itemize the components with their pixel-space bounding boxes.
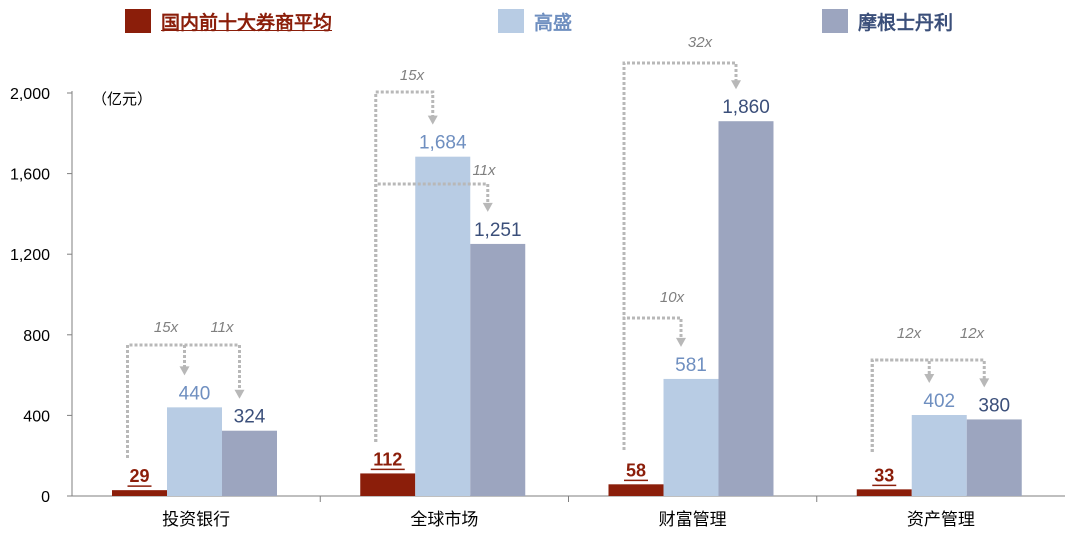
multiple-label: 11x bbox=[472, 162, 496, 179]
data-label: 29 bbox=[129, 466, 149, 486]
y-tick-label: 800 bbox=[23, 328, 50, 345]
multiple-arrowhead bbox=[179, 366, 190, 376]
data-label: 58 bbox=[626, 460, 646, 480]
bar bbox=[222, 430, 277, 496]
multiple-label: 15x bbox=[400, 67, 425, 84]
x-tick-label: 全球市场 bbox=[410, 510, 478, 530]
legend-label-domestic-top10: 国内前十大券商平均 bbox=[161, 11, 333, 34]
unit-label: （亿元） bbox=[92, 90, 152, 108]
bar bbox=[608, 484, 664, 496]
legend-item-goldman: 高盛 bbox=[498, 6, 572, 36]
legend-swatch-domestic-top10 bbox=[125, 9, 151, 33]
bar bbox=[966, 419, 1022, 496]
y-tick-label: 1,200 bbox=[10, 247, 50, 264]
bar bbox=[911, 414, 967, 496]
bar bbox=[718, 121, 774, 497]
data-label: 33 bbox=[874, 465, 894, 485]
bar bbox=[856, 489, 912, 496]
multiple-arrowhead bbox=[676, 337, 686, 347]
multiple-connector bbox=[870, 358, 986, 452]
legend-label-goldman: 高盛 bbox=[534, 11, 573, 34]
multiple-connector bbox=[126, 343, 241, 458]
bar bbox=[663, 378, 719, 496]
data-label: 1,860 bbox=[722, 97, 770, 118]
data-label: 380 bbox=[978, 395, 1010, 416]
x-tick-label: 财富管理 bbox=[659, 510, 727, 530]
multiple-label: 11x bbox=[210, 319, 234, 336]
data-label: 112 bbox=[373, 449, 402, 469]
legend-item-morgan-stanley: 摩根士丹利 bbox=[822, 6, 953, 36]
data-label: 402 bbox=[923, 391, 955, 412]
y-tick-label: 2,000 bbox=[10, 86, 50, 103]
multiple-arrowhead bbox=[924, 373, 935, 383]
legend-item-domestic-top10: 国内前十大券商平均 bbox=[125, 6, 332, 36]
multiple-label: 32x bbox=[688, 34, 713, 51]
legend-label-morgan-stanley: 摩根士丹利 bbox=[858, 11, 954, 34]
data-label: 324 bbox=[234, 407, 266, 428]
x-tick-label: 投资银行 bbox=[162, 510, 230, 530]
legend-swatch-morgan-stanley bbox=[822, 9, 848, 33]
multiple-arrowhead bbox=[979, 378, 990, 388]
multiple-label: 10x bbox=[660, 289, 685, 306]
multiple-label: 15x bbox=[154, 319, 179, 336]
bar bbox=[415, 156, 471, 496]
bar bbox=[112, 490, 167, 496]
multiple-arrowhead bbox=[731, 80, 741, 90]
legend: 国内前十大券商平均 高盛 摩根士丹利 bbox=[0, 6, 1080, 36]
x-tick-label: 资产管理 bbox=[907, 510, 975, 530]
multiple-label: 12x bbox=[897, 325, 922, 342]
multiple-arrowhead bbox=[482, 202, 493, 212]
data-label: 1,684 bbox=[419, 133, 467, 154]
legend-swatch-goldman bbox=[498, 9, 524, 33]
bar bbox=[470, 243, 526, 496]
bar bbox=[167, 407, 222, 496]
multiple-connector bbox=[622, 61, 738, 450]
multiple-label: 12x bbox=[960, 325, 985, 342]
data-label: 581 bbox=[675, 355, 707, 376]
bar bbox=[360, 473, 416, 496]
data-label: 1,251 bbox=[474, 220, 522, 241]
data-label: 440 bbox=[179, 383, 211, 404]
y-tick-label: 1,600 bbox=[10, 167, 50, 184]
y-tick-label: 400 bbox=[23, 408, 50, 425]
multiple-arrowhead bbox=[234, 389, 245, 399]
multiple-arrowhead bbox=[427, 115, 438, 125]
y-tick-label: 0 bbox=[41, 489, 50, 506]
